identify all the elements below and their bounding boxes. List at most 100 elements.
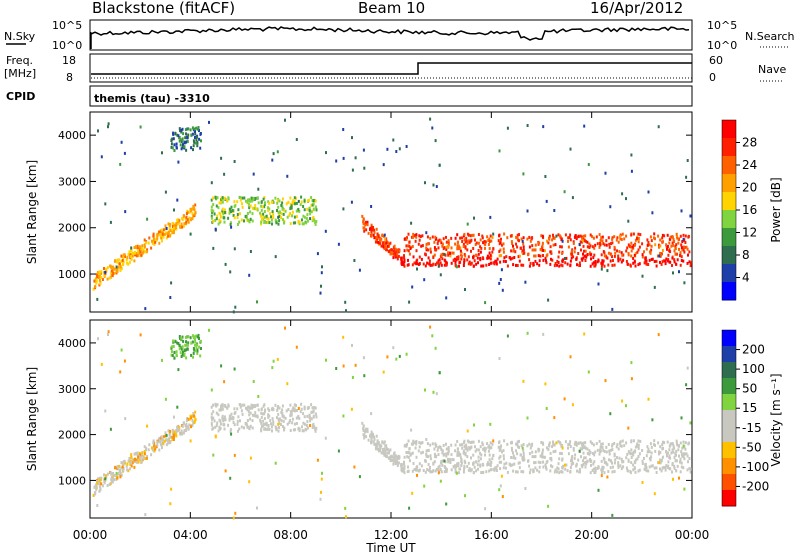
velocity-point-278 bbox=[185, 427, 188, 431]
power-point-1076 bbox=[637, 263, 640, 267]
velocity-point-417 bbox=[292, 409, 295, 412]
power-point-1232 bbox=[411, 263, 414, 267]
velocity-point-629 bbox=[306, 420, 309, 424]
power-point-341 bbox=[194, 136, 196, 139]
velocity-point-1045 bbox=[533, 455, 536, 459]
noise-tick-top-right: 10^5 bbox=[707, 19, 737, 32]
velocity-point-1729 bbox=[438, 371, 441, 375]
power-point-1453 bbox=[686, 247, 689, 251]
power-point-616 bbox=[275, 221, 278, 225]
power-point-1289 bbox=[393, 244, 396, 248]
power-point-195 bbox=[101, 278, 104, 281]
power-point-832 bbox=[499, 248, 502, 252]
power-point-1087 bbox=[444, 259, 447, 263]
power-point-589 bbox=[293, 196, 296, 200]
power-point-1413 bbox=[528, 245, 531, 249]
velocity-point-1640 bbox=[563, 463, 566, 467]
velocity-point-259 bbox=[126, 462, 129, 466]
power-point-1714 bbox=[382, 163, 385, 167]
velocity-point-559 bbox=[278, 417, 281, 421]
velocity-point-226 bbox=[143, 452, 146, 456]
power-point-524 bbox=[228, 207, 231, 211]
power-point-681 bbox=[466, 248, 469, 252]
velocity-point-604 bbox=[308, 413, 311, 417]
velocity-point-1509 bbox=[601, 467, 604, 471]
velocity-point-785 bbox=[415, 442, 418, 446]
power-point-1448 bbox=[631, 245, 634, 249]
velocity-point-310 bbox=[186, 347, 189, 351]
power-point-176 bbox=[98, 274, 101, 278]
velocity-point-1561 bbox=[485, 470, 488, 474]
power-point-554 bbox=[282, 212, 285, 216]
power-point-1352 bbox=[574, 234, 577, 238]
power-point-991 bbox=[427, 256, 430, 260]
power-point-762 bbox=[438, 258, 441, 262]
power-point-601 bbox=[224, 211, 227, 214]
velocity-point-306 bbox=[192, 347, 195, 350]
power-point-541 bbox=[221, 200, 224, 204]
velocity-point-1394 bbox=[445, 470, 448, 474]
velocity-point-1623 bbox=[173, 415, 175, 419]
power-point-834 bbox=[644, 258, 647, 262]
velocity-point-1475 bbox=[574, 453, 577, 457]
velocity-point-1502 bbox=[627, 450, 630, 454]
power-point-1476 bbox=[445, 235, 447, 239]
power-point-220 bbox=[99, 282, 102, 286]
power-point-373 bbox=[302, 214, 305, 218]
velocity-point-144 bbox=[118, 468, 121, 472]
power-point-194 bbox=[139, 246, 142, 250]
velocity-point-1430 bbox=[383, 447, 386, 451]
power-point-157 bbox=[127, 253, 130, 257]
power-point-564 bbox=[262, 197, 265, 201]
velocity-point-37 bbox=[153, 444, 156, 448]
power-point-819 bbox=[488, 247, 491, 250]
power-point-1069 bbox=[512, 249, 515, 253]
velocity-point-1245 bbox=[639, 439, 642, 443]
velocity-point-1674 bbox=[437, 471, 440, 475]
velocity-point-776 bbox=[603, 450, 606, 453]
power-point-292 bbox=[175, 142, 178, 146]
power-point-440 bbox=[310, 210, 313, 214]
power-point-208 bbox=[181, 218, 184, 221]
velocity-point-93 bbox=[157, 439, 160, 443]
power-point-955 bbox=[522, 242, 525, 246]
power-point-656 bbox=[271, 210, 274, 214]
velocity-point-1628 bbox=[220, 364, 223, 368]
power-point-1328 bbox=[676, 258, 679, 262]
velocity-point-989 bbox=[450, 443, 453, 447]
power-point-984 bbox=[599, 241, 601, 245]
power-point-745 bbox=[403, 249, 406, 253]
velocity-point-1401 bbox=[440, 447, 443, 451]
velocity-point-657 bbox=[281, 414, 284, 418]
power-point-1691 bbox=[627, 219, 630, 223]
power-point-1020 bbox=[372, 226, 374, 229]
colorbar-tick-label-6: -100 bbox=[742, 460, 769, 474]
power-point-310 bbox=[186, 140, 189, 144]
power-point-1299 bbox=[466, 232, 469, 236]
power-point-1361 bbox=[665, 243, 668, 247]
power-point-539 bbox=[305, 221, 308, 225]
velocity-point-1274 bbox=[456, 453, 459, 457]
power-point-209 bbox=[113, 267, 116, 271]
velocity-point-1677 bbox=[506, 334, 509, 338]
power-point-207 bbox=[97, 276, 100, 279]
velocity-point-561 bbox=[298, 429, 301, 433]
velocity-point-891 bbox=[567, 452, 570, 456]
velocity-point-1594 bbox=[501, 495, 504, 498]
power-point-634 bbox=[264, 201, 267, 205]
power-point-359 bbox=[195, 135, 198, 139]
velocity-point-1195 bbox=[514, 456, 517, 460]
velocity-point-710 bbox=[443, 470, 446, 474]
velocity-point-1696 bbox=[641, 481, 644, 484]
power-point-1556 bbox=[608, 242, 611, 246]
power-point-1234 bbox=[687, 253, 689, 257]
velocity-point-1680 bbox=[210, 388, 213, 392]
power-point-1395 bbox=[502, 242, 505, 246]
power-point-674 bbox=[634, 238, 637, 242]
velocity-point-1398 bbox=[650, 451, 653, 455]
velocity-point-764 bbox=[503, 439, 506, 443]
x-tick-label-6: 00:00 bbox=[675, 528, 710, 542]
power-point-1662 bbox=[416, 267, 418, 271]
velocity-point-1086 bbox=[619, 444, 622, 448]
velocity-point-1154 bbox=[498, 460, 501, 464]
